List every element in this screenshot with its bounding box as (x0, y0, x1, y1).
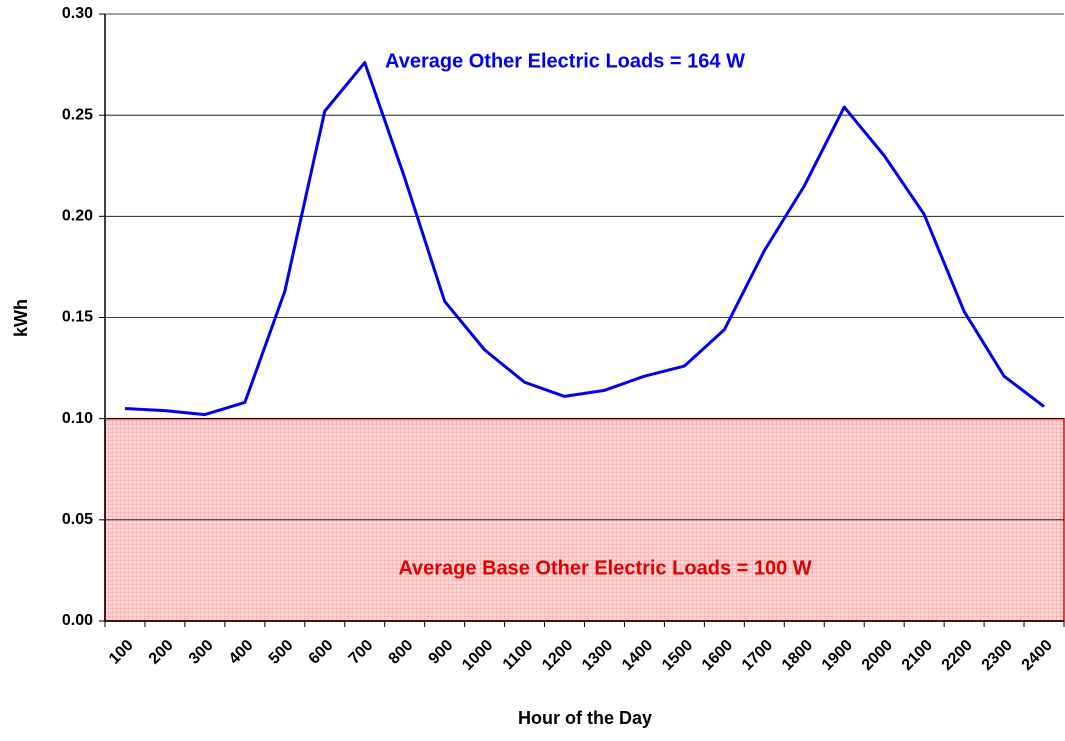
annotation: Average Other Electric Loads = 164 W (385, 50, 745, 72)
x-tick-label: 1400 (619, 637, 656, 674)
x-tick-label: 2000 (859, 637, 896, 674)
x-tick-label: 800 (386, 637, 417, 668)
x-tick-label: 500 (266, 637, 297, 668)
x-tick-label: 400 (226, 637, 257, 668)
x-tick-label: 1800 (779, 637, 816, 674)
x-tick-label: 2300 (979, 637, 1016, 674)
y-tick-label: 0.10 (62, 410, 93, 427)
y-tick-label: 0.05 (62, 511, 93, 528)
x-tick-label: 1000 (459, 637, 496, 674)
x-tick-label: 700 (346, 637, 377, 668)
x-tick-label: 1100 (500, 637, 537, 674)
x-tick-label: 300 (186, 637, 217, 668)
y-tick-label: 0.20 (62, 208, 93, 225)
y-tick-label: 0.00 (62, 612, 93, 629)
x-tick-label: 1300 (579, 637, 616, 674)
y-axis-label: kWh (11, 299, 31, 337)
x-tick-label: 2200 (939, 637, 976, 674)
x-tick-label: 1700 (739, 637, 776, 674)
x-tick-label: 600 (306, 637, 337, 668)
annotation: Average Base Other Electric Loads = 100 … (398, 557, 811, 579)
y-tick-label: 0.15 (62, 309, 93, 326)
x-tick-label: 900 (426, 637, 457, 668)
x-axis-label: Hour of the Day (518, 708, 652, 728)
x-tick-label: 1200 (539, 637, 576, 674)
x-tick-label: 1500 (659, 637, 696, 674)
y-tick-label: 0.30 (62, 5, 93, 22)
x-tick-label: 1900 (819, 637, 856, 674)
x-tick-label: 100 (106, 637, 137, 668)
x-tick-label: 2100 (899, 637, 936, 674)
y-tick-label: 0.25 (62, 106, 93, 123)
x-tick-label: 200 (146, 637, 177, 668)
x-tick-label: 1600 (699, 637, 736, 674)
line-series (124, 61, 1045, 417)
x-tick-label: 2400 (1019, 637, 1056, 674)
